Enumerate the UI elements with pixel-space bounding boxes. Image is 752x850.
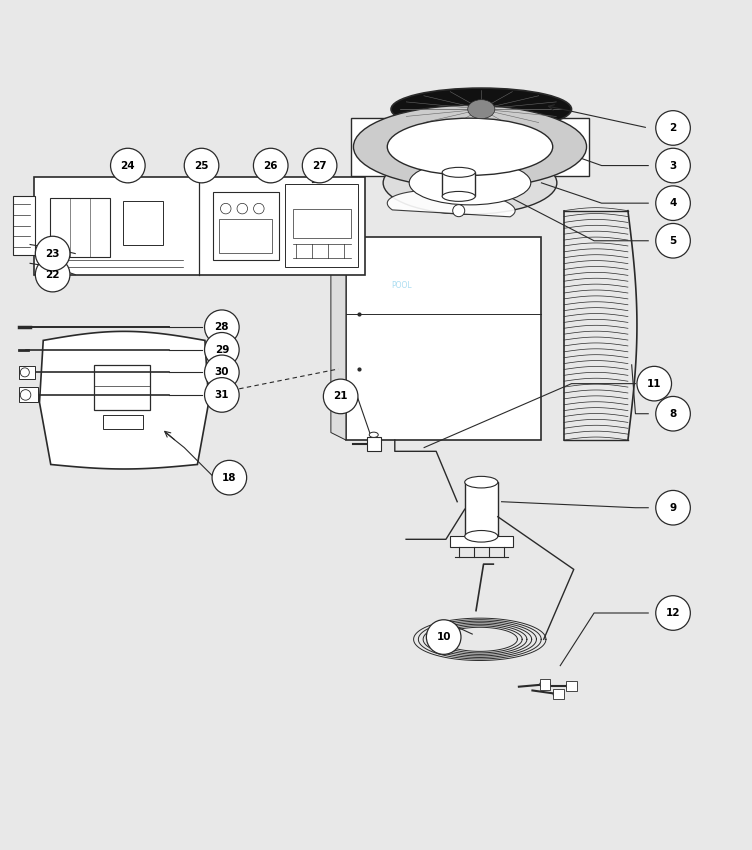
Circle shape [253, 148, 288, 183]
Text: POOL: POOL [391, 280, 411, 290]
Circle shape [237, 203, 247, 214]
Circle shape [20, 368, 29, 377]
Circle shape [323, 379, 358, 414]
Circle shape [205, 355, 239, 389]
Ellipse shape [566, 683, 577, 689]
Circle shape [656, 596, 690, 631]
Text: 4: 4 [669, 198, 677, 208]
Text: 8: 8 [669, 409, 677, 419]
Circle shape [656, 224, 690, 258]
Bar [19, 366, 35, 379]
Text: 25: 25 [194, 161, 209, 171]
Circle shape [302, 148, 337, 183]
Bar [367, 437, 381, 451]
Ellipse shape [391, 88, 572, 130]
Ellipse shape [468, 99, 495, 119]
Text: 2: 2 [669, 123, 677, 133]
Bar [450, 536, 513, 547]
Bar [219, 219, 272, 253]
Text: 27: 27 [312, 161, 327, 171]
Circle shape [656, 186, 690, 220]
Ellipse shape [383, 151, 556, 214]
Bar [553, 688, 564, 700]
Ellipse shape [369, 432, 378, 438]
Circle shape [184, 148, 219, 183]
Bar [213, 191, 279, 260]
Circle shape [253, 203, 264, 214]
Text: 30: 30 [214, 367, 229, 377]
Ellipse shape [553, 690, 564, 698]
Circle shape [453, 205, 465, 217]
Text: 26: 26 [263, 161, 278, 171]
Circle shape [426, 620, 461, 654]
Circle shape [35, 236, 70, 271]
Text: 21: 21 [333, 391, 348, 401]
Polygon shape [331, 237, 346, 440]
Circle shape [220, 203, 231, 214]
Text: 28: 28 [214, 322, 229, 332]
Circle shape [35, 258, 70, 292]
Bar [19, 388, 38, 402]
Circle shape [656, 110, 690, 145]
Bar [285, 184, 358, 267]
Text: 22: 22 [45, 269, 60, 280]
Ellipse shape [409, 161, 531, 205]
Text: 3: 3 [669, 161, 677, 171]
Text: 12: 12 [666, 608, 681, 618]
Circle shape [656, 396, 690, 431]
Circle shape [637, 366, 672, 401]
Ellipse shape [387, 118, 553, 175]
Bar [13, 196, 35, 255]
Ellipse shape [465, 530, 498, 542]
Ellipse shape [353, 105, 587, 188]
Bar [442, 173, 475, 196]
Text: 5: 5 [669, 235, 677, 246]
Text: 31: 31 [214, 390, 229, 400]
Bar [123, 201, 163, 246]
Polygon shape [387, 190, 515, 217]
Bar [346, 237, 541, 440]
Ellipse shape [442, 191, 475, 201]
Circle shape [20, 389, 31, 400]
Circle shape [656, 490, 690, 525]
Text: 18: 18 [222, 473, 237, 483]
Text: 23: 23 [45, 248, 60, 258]
Ellipse shape [465, 476, 498, 488]
Text: 29: 29 [214, 345, 229, 354]
Ellipse shape [442, 167, 475, 178]
Bar [540, 679, 550, 689]
Text: 10: 10 [436, 632, 451, 642]
Text: 24: 24 [120, 161, 135, 171]
Circle shape [205, 332, 239, 367]
Text: 9: 9 [669, 502, 677, 513]
Bar [103, 415, 143, 428]
Circle shape [111, 148, 145, 183]
Bar [465, 482, 498, 536]
Bar [34, 177, 365, 275]
Bar [94, 365, 150, 410]
Ellipse shape [540, 681, 550, 688]
Bar [566, 681, 577, 691]
Circle shape [212, 461, 247, 495]
Bar [293, 208, 351, 238]
Circle shape [205, 310, 239, 344]
Polygon shape [351, 118, 589, 176]
Polygon shape [40, 332, 209, 469]
Circle shape [205, 377, 239, 412]
Bar [50, 198, 110, 257]
Text: 11: 11 [647, 378, 662, 388]
Circle shape [656, 148, 690, 183]
